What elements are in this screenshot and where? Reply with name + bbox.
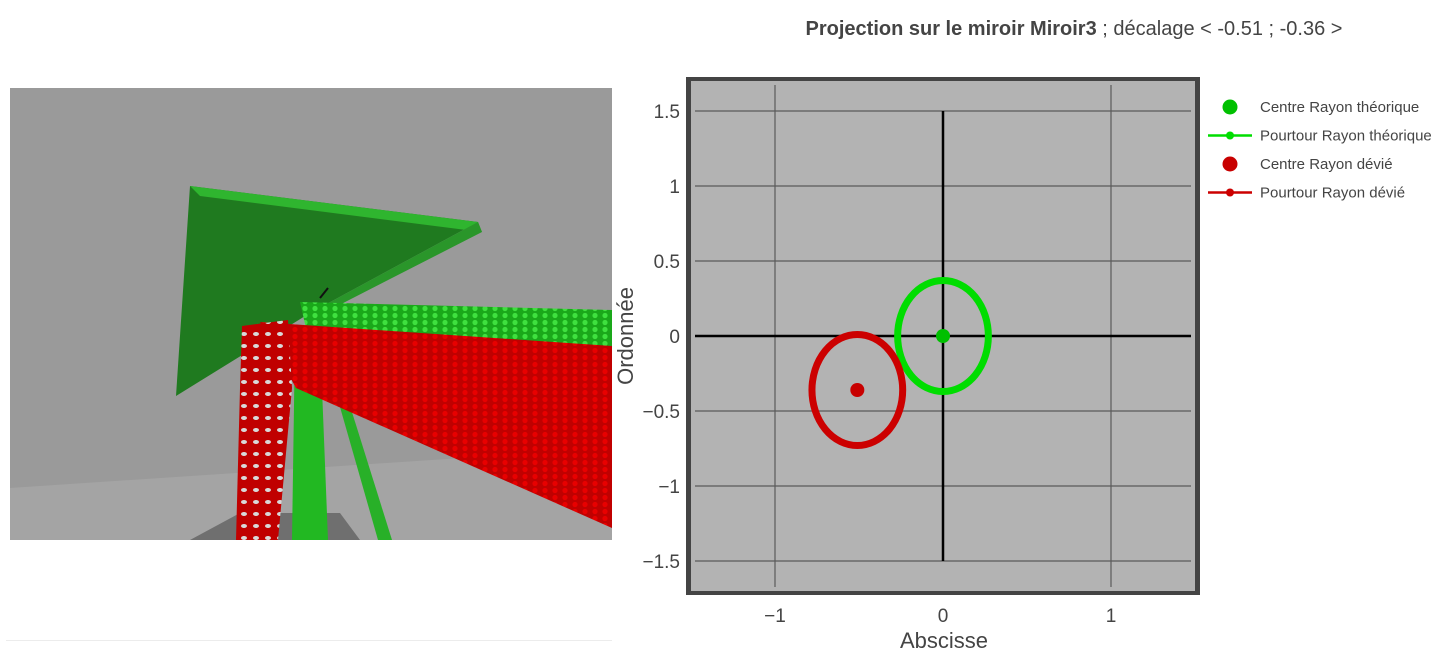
y-axis-title: Ordonnée <box>614 287 638 385</box>
y-tick-label: −0.5 <box>642 402 680 423</box>
chart-svg: Projection sur le miroir Miroir3 ; décal… <box>614 18 1448 653</box>
x-tick-label: 0 <box>938 606 949 627</box>
series-contour-mark <box>808 331 907 449</box>
y-tick-label: −1 <box>658 477 680 498</box>
3d-viewport[interactable] <box>10 88 612 540</box>
legend-item: Centre Rayon théorique <box>1222 99 1419 116</box>
3d-scene[interactable] <box>10 88 612 540</box>
legend-swatch-marker <box>1222 99 1238 115</box>
legend-item: Pourtour Rayon dévié <box>1208 185 1405 202</box>
legend-label: Pourtour Rayon théorique <box>1260 128 1432 145</box>
x-tick-label: 1 <box>1106 606 1117 627</box>
legend-item: Pourtour Rayon théorique <box>1208 128 1432 145</box>
panel-divider <box>6 640 612 641</box>
series-contour-mark <box>894 277 992 395</box>
y-tick-label: 1.5 <box>654 102 680 123</box>
chart-title-bold: Projection sur le miroir Miroir3 <box>806 18 1097 40</box>
chart-title-rest: ; décalage < -0.51 ; -0.36 > <box>1097 18 1343 40</box>
y-tick-label: −1.5 <box>642 552 680 573</box>
y-tick-label: 0.5 <box>654 252 680 273</box>
legend-label: Centre Rayon dévié <box>1260 156 1393 173</box>
series-center-point <box>850 383 865 397</box>
3d-deviated-rays <box>260 322 612 528</box>
x-tick-label: −1 <box>764 606 786 627</box>
legend-swatch-dot <box>1226 131 1234 140</box>
legend: Centre Rayon théorique Pourtour Rayon thé… <box>1200 88 1448 214</box>
tick-labels: −1 0 1 1.5 1 0.5 0 −0.5 −1 −1.5 <box>642 102 1116 627</box>
legend-swatch-dot <box>1226 188 1234 197</box>
3d-black-marker <box>319 287 329 299</box>
legend-label: Centre Rayon théorique <box>1260 99 1419 116</box>
y-tick-label: 0 <box>669 327 680 348</box>
y-tick-label: 1 <box>669 177 680 198</box>
projection-chart: Projection sur le miroir Miroir3 ; décal… <box>614 0 1450 656</box>
chart-title: Projection sur le miroir Miroir3 ; décal… <box>806 18 1343 40</box>
series-center-point <box>936 329 950 343</box>
legend-label: Pourtour Rayon dévié <box>1260 185 1405 202</box>
data-series <box>808 277 992 449</box>
3d-theoretical-column-diagonal <box>336 393 392 540</box>
legend-item: Centre Rayon dévié <box>1222 156 1393 173</box>
x-axis-title: Abscisse <box>900 628 988 653</box>
3d-mirror-edge <box>190 186 482 232</box>
legend-swatch-marker <box>1222 156 1238 172</box>
3d-deviated-column <box>236 320 292 540</box>
3d-mirror-side <box>310 222 482 320</box>
